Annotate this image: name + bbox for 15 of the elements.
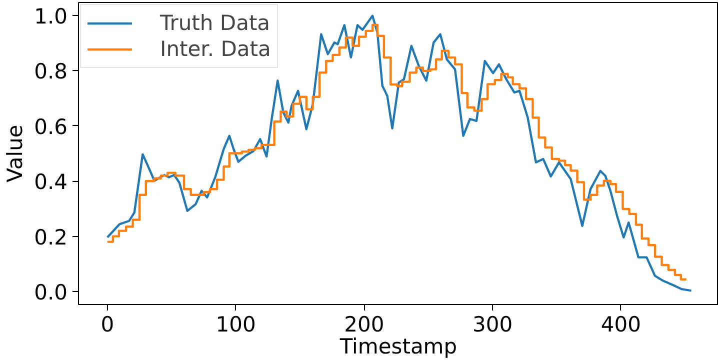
y-tick-label: 0.8 [34,60,68,84]
x-tick-label: 0 [100,312,114,336]
y-tick-label: 0.2 [34,225,68,250]
y-tick-label: 1.0 [34,4,68,28]
x-tick-label: 300 [472,312,513,336]
x-tick-label: 400 [600,312,641,336]
legend-label: Inter. Data [160,37,271,61]
x-tick-label: 100 [216,312,256,336]
y-axis-title: Value [3,124,28,182]
y-tick-label: 0.0 [34,280,68,305]
y-tick-label: 0.6 [34,114,68,139]
legend-label: Truth Data [160,11,270,35]
y-tick-label: 0.4 [34,170,68,194]
x-tick-label: 200 [344,312,384,336]
x-axis-title: Timestamp [338,334,458,358]
